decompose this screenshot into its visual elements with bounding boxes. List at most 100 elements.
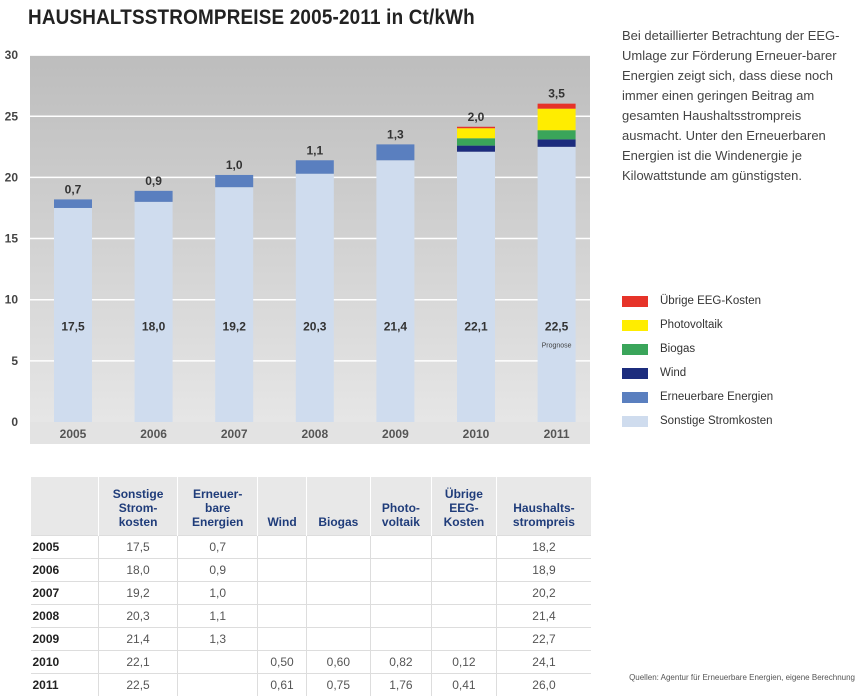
table-cell: 21,4 xyxy=(496,605,591,628)
legend-label: Sonstige Stromkosten xyxy=(660,415,773,427)
column-header: Haushalts-strompreis xyxy=(496,477,591,536)
legend-swatch xyxy=(622,416,648,427)
table-cell: 18,0 xyxy=(99,559,178,582)
table-cell: 0,9 xyxy=(178,559,258,582)
table-cell xyxy=(431,605,496,628)
legend-item: Sonstige Stromkosten xyxy=(622,409,773,433)
legend-label: Erneuerbare Energien xyxy=(660,391,773,403)
source-note: Quellen: Agentur für Erneuerbare Energie… xyxy=(629,673,855,682)
y-tick-label: 25 xyxy=(5,109,19,123)
column-header: Photo-voltaik xyxy=(370,477,431,536)
table-cell xyxy=(370,605,431,628)
table-cell: 0,7 xyxy=(178,536,258,559)
legend-label: Wind xyxy=(660,367,686,379)
header-corner xyxy=(31,477,99,536)
table-cell xyxy=(306,605,370,628)
bar-segment xyxy=(376,144,414,160)
table-cell: 20,3 xyxy=(99,605,178,628)
x-tick-label: 2008 xyxy=(301,427,328,441)
y-tick-label: 10 xyxy=(5,293,19,307)
top-label: 2,0 xyxy=(468,110,485,124)
legend-item: Erneuerbare Energien xyxy=(622,385,773,409)
x-tick-label: 2006 xyxy=(140,427,167,441)
table-cell xyxy=(258,628,307,651)
bar-segment xyxy=(54,208,92,422)
table-cell: 18,2 xyxy=(496,536,591,559)
bar-segment xyxy=(457,146,495,152)
x-tick-label: 2011 xyxy=(544,427,570,441)
bar-segment xyxy=(376,160,414,422)
y-tick-label: 0 xyxy=(11,415,18,429)
y-tick-label: 20 xyxy=(5,170,19,184)
table-cell xyxy=(431,536,496,559)
bar-segment xyxy=(538,147,576,422)
x-tick-label: 2009 xyxy=(382,427,409,441)
legend-item: Photovoltaik xyxy=(622,313,773,337)
chart-title: HAUSHALTSSTROMPREISE 2005-2011 in Ct/kWh xyxy=(28,6,475,30)
table-cell: 0,60 xyxy=(306,651,370,674)
legend-item: Wind xyxy=(622,361,773,385)
row-year: 2009 xyxy=(31,628,99,651)
table-cell xyxy=(306,536,370,559)
bar-segment xyxy=(457,138,495,145)
bar-segment xyxy=(538,104,576,109)
row-year: 2007 xyxy=(31,582,99,605)
prognose-annotation: Prognose xyxy=(542,342,572,349)
x-tick-label: 2005 xyxy=(60,427,87,441)
legend-label: Biogas xyxy=(660,343,695,355)
bar-segment xyxy=(538,130,576,139)
top-label: 1,1 xyxy=(306,143,323,157)
row-year: 2005 xyxy=(31,536,99,559)
legend-label: Übrige EEG-Kosten xyxy=(660,295,761,307)
column-header: Wind xyxy=(258,477,307,536)
table-cell xyxy=(178,651,258,674)
legend-label: Photovoltaik xyxy=(660,319,723,331)
legend-item: Übrige EEG-Kosten xyxy=(622,289,773,313)
table-cell xyxy=(258,582,307,605)
bar-segment xyxy=(457,127,495,128)
legend-swatch xyxy=(622,320,648,331)
base-label: 22,1 xyxy=(464,319,488,333)
table-cell: 1,1 xyxy=(178,605,258,628)
bar-segment xyxy=(538,109,576,131)
table-cell: 1,3 xyxy=(178,628,258,651)
table-cell: 0,12 xyxy=(431,651,496,674)
table-cell xyxy=(370,536,431,559)
table-cell xyxy=(258,605,307,628)
table-cell xyxy=(431,628,496,651)
table-cell: 22,1 xyxy=(99,651,178,674)
base-label: 21,4 xyxy=(384,319,408,333)
y-tick-label: 5 xyxy=(11,354,18,368)
top-label: 1,3 xyxy=(387,127,404,141)
bar-segment xyxy=(135,202,173,422)
table-cell xyxy=(431,582,496,605)
base-label: 22,5 xyxy=(545,319,569,333)
base-label: 18,0 xyxy=(142,319,166,333)
table-cell xyxy=(306,559,370,582)
legend-swatch xyxy=(622,344,648,355)
legend-swatch xyxy=(622,296,648,307)
table-cell xyxy=(431,559,496,582)
table-cell: 0,82 xyxy=(370,651,431,674)
row-year: 2008 xyxy=(31,605,99,628)
table-cell xyxy=(370,628,431,651)
description-text: Bei detaillierter Betrachtung der EEG-Um… xyxy=(622,26,847,186)
stacked-bar-chart: 0510152025300,717,520050,918,020061,019,… xyxy=(0,40,600,460)
bar-segment xyxy=(54,199,92,208)
table-cell xyxy=(306,582,370,605)
x-tick-label: 2010 xyxy=(463,427,490,441)
base-label: 17,5 xyxy=(61,319,85,333)
table-cell: 1,0 xyxy=(178,582,258,605)
legend-item: Biogas xyxy=(622,337,773,361)
table-cell xyxy=(258,559,307,582)
bar-segment xyxy=(215,175,253,187)
table-cell: 19,2 xyxy=(99,582,178,605)
table-cell xyxy=(370,582,431,605)
